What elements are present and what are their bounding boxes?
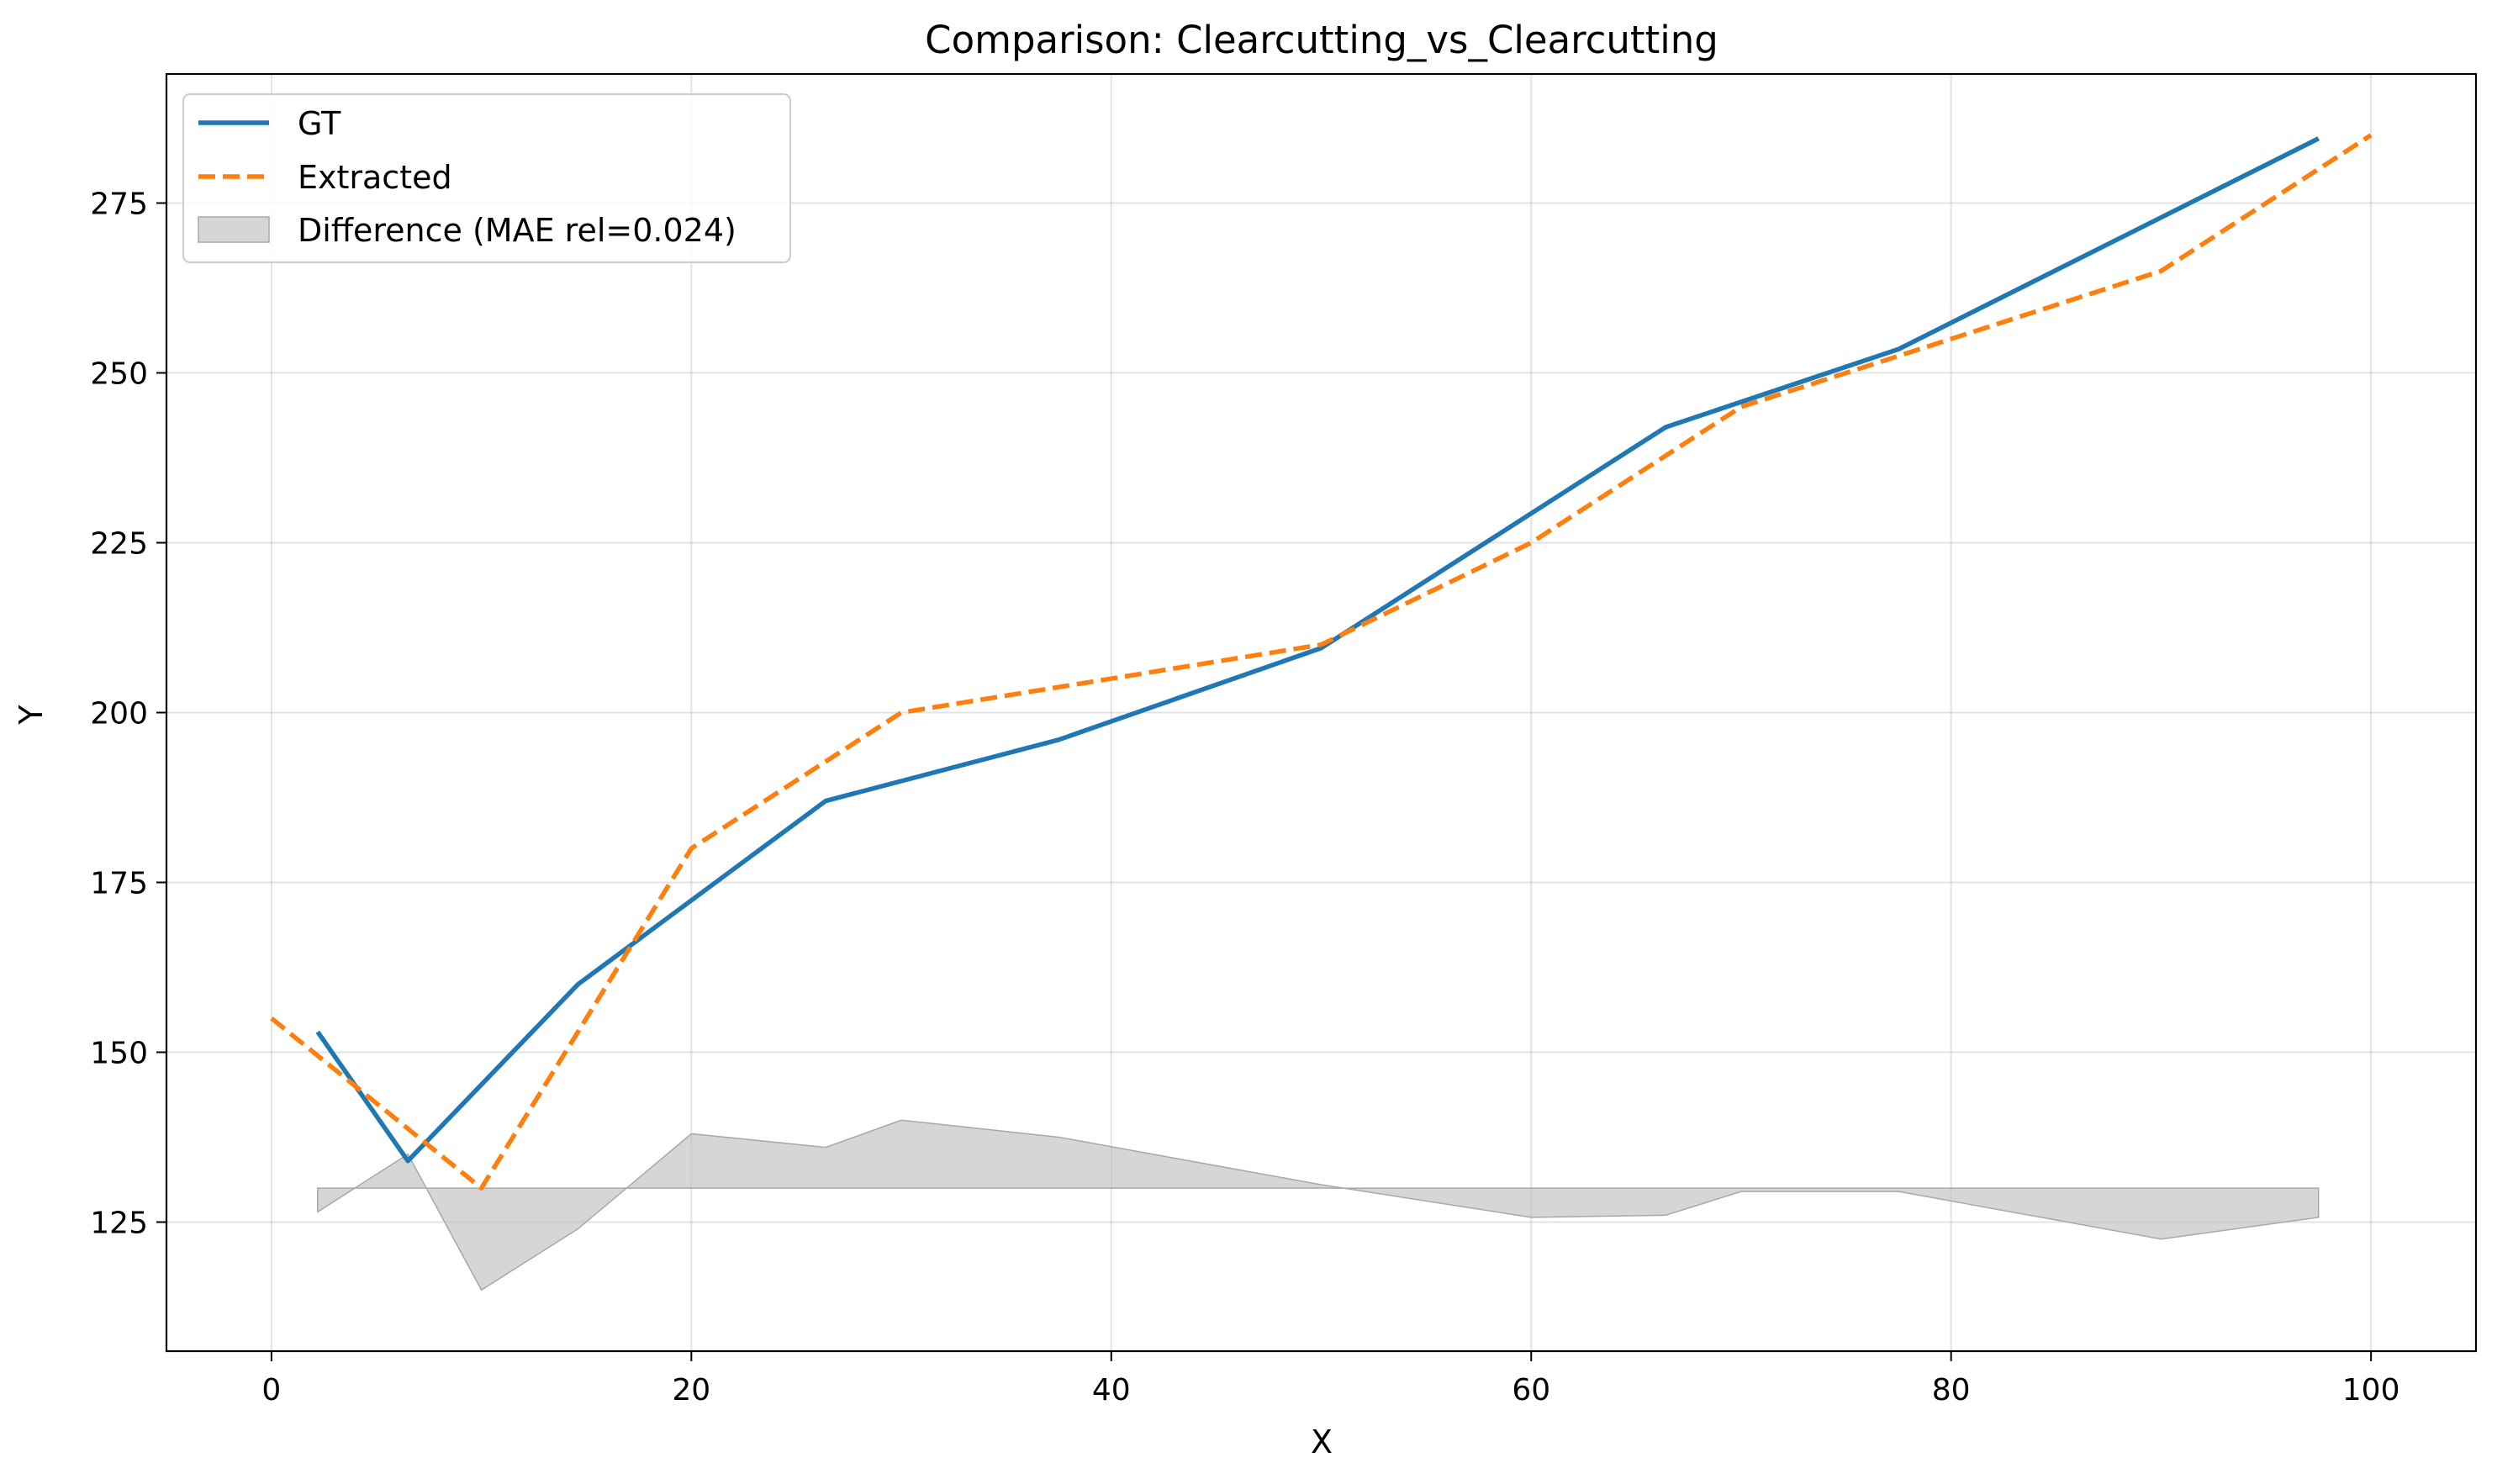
series-layer [270, 133, 2373, 1191]
y-axis: 125 150 175 200 225 250 275 [90, 187, 166, 1240]
x-tick-label: 100 [2342, 1373, 2400, 1407]
y-tick-label: 225 [90, 527, 148, 562]
x-tick-label: 40 [1092, 1373, 1131, 1407]
legend: GT Extracted Difference (MAE rel=0.024) [182, 93, 791, 263]
x-tick-label: 80 [1932, 1373, 1971, 1407]
x-axis-title: X [1311, 1423, 1333, 1460]
y-tick-label: 200 [90, 697, 148, 731]
y-tick-label: 125 [90, 1206, 148, 1240]
y-axis-title: Y [13, 705, 50, 726]
x-tick-label: 20 [672, 1373, 710, 1407]
legend-label-gt: GT [298, 105, 341, 142]
legend-swatch-difference [198, 216, 270, 243]
y-tick-label: 150 [90, 1036, 148, 1070]
y-tick-label: 175 [90, 866, 148, 900]
legend-box [182, 93, 791, 263]
legend-label-difference: Difference (MAE rel=0.024) [298, 212, 736, 249]
x-tick-label: 0 [261, 1373, 281, 1407]
x-tick-label: 60 [1512, 1373, 1550, 1407]
chart-title: Comparison: Clearcutting_vs_Clearcutting [925, 18, 1718, 62]
difference-area [317, 1119, 2320, 1291]
legend-label-extracted: Extracted [298, 159, 452, 196]
series-line-gt [315, 136, 2320, 1164]
y-tick-label: 250 [90, 357, 148, 392]
series-line-extracted [270, 133, 2373, 1191]
difference-area-layer [317, 1119, 2320, 1291]
x-axis: 0 20 40 60 80 100 [261, 1351, 2399, 1407]
y-tick-label: 275 [90, 187, 148, 222]
